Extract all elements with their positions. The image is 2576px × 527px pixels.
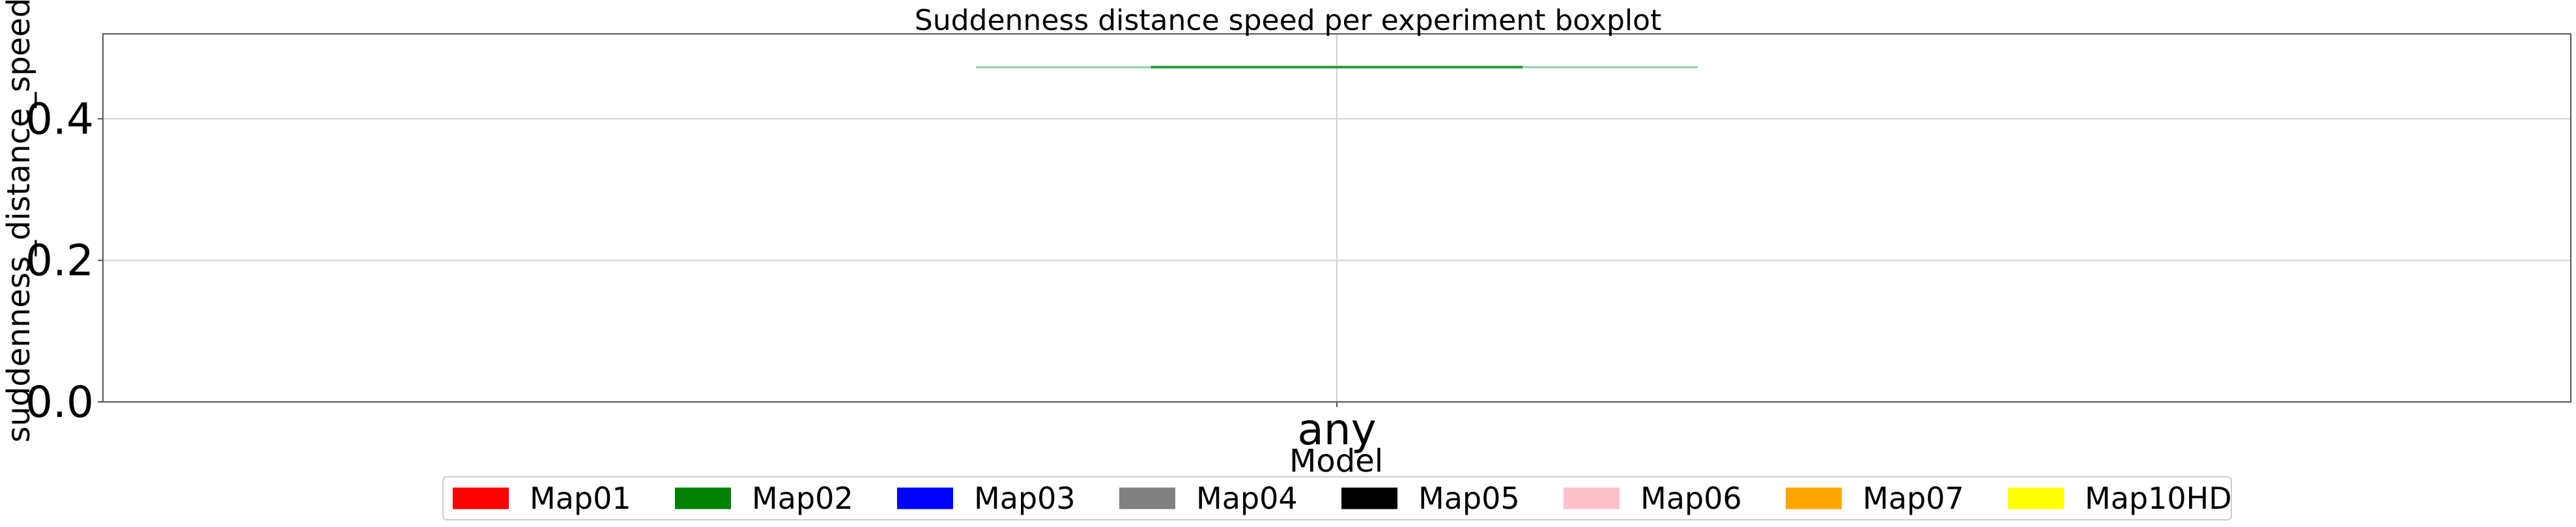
legend-swatch <box>1564 487 1620 509</box>
y-axis-label: suddenness_distance_speed <box>1 0 37 442</box>
grid-layer <box>103 34 2571 403</box>
legend-label: Map01 <box>530 481 631 516</box>
x-tick-label: any <box>1297 405 1376 455</box>
chart-title: Suddenness distance speed per experiment… <box>915 4 1661 37</box>
legend-item: Map01 <box>453 481 631 516</box>
legend-item: Map04 <box>1119 481 1298 516</box>
legend-label: Map05 <box>1418 481 1520 516</box>
legend-swatch <box>897 487 953 509</box>
legend-swatch <box>675 487 731 509</box>
box-any <box>976 66 1698 69</box>
y-tick-label: 0.4 <box>25 94 94 144</box>
legend-items: Map01 Map02 Map03 Map04 Map05 Map06 Map07 Map10… <box>453 481 2232 516</box>
y-tick-label: 0.2 <box>25 236 94 286</box>
legend-swatch <box>2008 487 2064 509</box>
legend-swatch <box>1786 487 1842 509</box>
legend-item: Map02 <box>675 481 853 516</box>
x-axis-label: Model <box>1289 443 1383 479</box>
legend-label: Map07 <box>1863 481 1964 516</box>
legend-swatch <box>1341 487 1397 509</box>
legend-item: Map06 <box>1564 481 1742 516</box>
legend-frame <box>442 476 2232 520</box>
legend-item: Map05 <box>1341 481 1520 516</box>
y-tick-label: 0.0 <box>25 377 94 427</box>
legend-item: Map07 <box>1786 481 1964 516</box>
legend-label: Map02 <box>752 481 853 516</box>
legend-item: Map03 <box>897 481 1076 516</box>
legend: Map01 Map02 Map03 Map04 Map05 Map06 Map07 Map10… <box>442 476 2232 520</box>
x-tick-layer: any <box>1297 402 1377 455</box>
legend-label: Map10HD <box>2085 481 2232 516</box>
y-tick-layer: 0.0 0.2 0.4 <box>25 94 103 427</box>
legend-swatch <box>453 487 509 509</box>
box-layer <box>976 66 1698 69</box>
legend-swatch <box>1119 487 1175 509</box>
legend-item: Map10HD <box>2008 481 2232 516</box>
legend-label: Map03 <box>974 481 1076 516</box>
legend-label: Map06 <box>1640 481 1742 516</box>
legend-label: Map04 <box>1196 481 1298 516</box>
